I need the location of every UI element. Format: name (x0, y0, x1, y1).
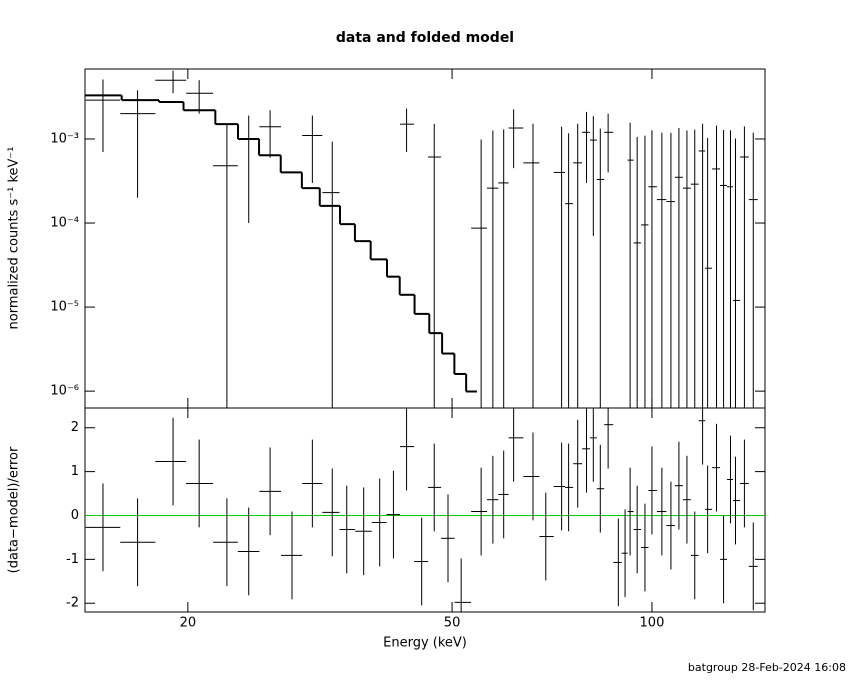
x-tick-label: 50 (444, 616, 461, 631)
y-tick-label: 10⁻³ (50, 131, 79, 146)
y-tick-label: -1 (66, 552, 79, 567)
panel-frame (84, 68, 766, 409)
x-tick-label: 100 (640, 616, 665, 631)
y-tick-label: 2 (71, 420, 79, 435)
panel-frame (84, 407, 766, 613)
y-axis-label: (data−model)/error (7, 446, 22, 573)
y-tick-label: 10⁻⁶ (50, 384, 79, 399)
y-tick-label: 10⁻⁴ (50, 216, 79, 231)
y-tick-label: 1 (71, 464, 79, 479)
y-tick-label: 10⁻⁵ (50, 300, 79, 315)
footer: batgroup 28-Feb-2024 16:08 (688, 661, 846, 674)
y-tick-label: 0 (71, 508, 79, 523)
chart-title: data and folded model (336, 30, 514, 46)
y-axis-label: normalized counts s⁻¹ keV⁻¹ (7, 147, 22, 330)
x-axis-label: Energy (keV) (383, 636, 467, 651)
x-tick-label: 20 (180, 616, 197, 631)
y-tick-label: -2 (66, 596, 79, 611)
